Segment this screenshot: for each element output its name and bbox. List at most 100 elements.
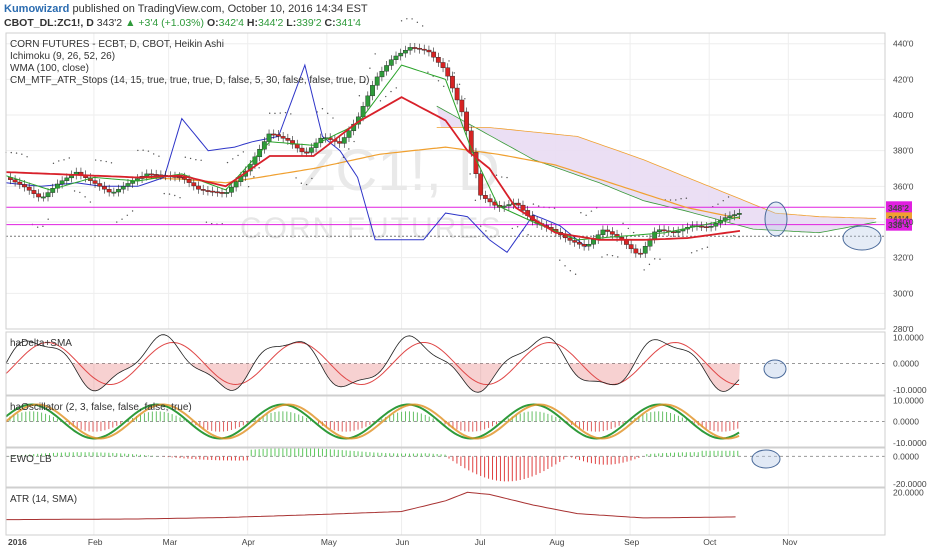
atr-line	[6, 491, 736, 521]
atr-stop-dot	[669, 199, 672, 201]
atr-stop-dot	[443, 85, 445, 88]
atr-stop-dot	[611, 254, 614, 257]
atr-stop-dot	[675, 199, 677, 201]
candle	[285, 138, 291, 141]
atr-stop-dot	[89, 201, 92, 203]
atr-stop-dot	[648, 263, 651, 266]
candle	[468, 130, 474, 153]
candle	[515, 202, 521, 206]
candle	[130, 180, 136, 184]
candle	[379, 70, 385, 78]
candle	[421, 48, 427, 51]
candle	[102, 186, 107, 190]
candle	[214, 191, 220, 194]
atr-stop-dot	[47, 218, 49, 220]
atr-stop-dot	[727, 196, 730, 198]
atr-stop-dot	[485, 230, 487, 232]
atr-stop-dot	[448, 60, 450, 62]
pane-title-osc: haOscillator (2, 3, false, false, false,…	[10, 402, 192, 413]
atr-stop-dot	[717, 203, 719, 205]
candle	[64, 177, 70, 181]
open-value: 342'4	[218, 17, 244, 29]
candle	[732, 214, 738, 217]
candle	[31, 190, 37, 194]
ewo-pane[interactable]	[6, 448, 885, 482]
x-tick-label: Mar	[163, 537, 178, 547]
candle	[177, 176, 183, 179]
candle	[229, 186, 234, 193]
candle	[233, 181, 239, 188]
atr-stop-dot	[348, 148, 350, 150]
candle	[276, 134, 281, 137]
candle	[727, 215, 733, 218]
atr-stop-dot	[706, 246, 709, 248]
atr-stop-dot	[532, 203, 535, 205]
indicator-label: Ichimoku (9, 26, 52, 26)	[10, 51, 115, 62]
candle	[144, 173, 150, 177]
candle	[577, 242, 582, 245]
candle	[656, 229, 662, 233]
x-tick-label: Feb	[88, 537, 103, 547]
watermark: ZC1!, D CORN FUTURES	[240, 138, 500, 245]
candle	[624, 240, 629, 245]
candle	[713, 223, 719, 227]
atr-stop-dot	[321, 108, 324, 110]
high-value: 344'2	[258, 17, 284, 29]
atr-stop-dot	[416, 21, 419, 24]
x-tick-label: Nov	[782, 537, 798, 547]
candle	[59, 180, 65, 185]
price-label: 348'2	[888, 203, 909, 213]
haoscillator-pane[interactable]	[5, 403, 885, 440]
atr-stop-dot	[627, 227, 630, 230]
candle	[280, 136, 286, 139]
axes: 280'0 300'0 320'0 340'0 360'0 380'0 400'0 420'0…	[8, 39, 927, 547]
atr-stop-dot	[163, 192, 165, 195]
atr-stop-dot	[52, 162, 55, 165]
quote-line: CBOT_DL:ZC1!, D 343'2 ▲ +3'4 (+1.03%) O:…	[4, 16, 361, 30]
atr-stop-dot	[622, 222, 624, 225]
atr-stop-dot	[501, 176, 503, 178]
atr-pane[interactable]	[6, 491, 736, 521]
candle	[384, 65, 390, 72]
atr-stop-dot	[232, 158, 234, 160]
atr-stop-dot	[42, 225, 44, 228]
pane-title-atr: ATR (14, SMA)	[10, 494, 77, 505]
candle	[92, 180, 98, 184]
candle	[200, 189, 206, 191]
hadelta-pane[interactable]	[5, 334, 885, 393]
candle	[586, 244, 592, 247]
candle	[426, 49, 432, 53]
candle	[341, 137, 347, 144]
atr-stop-dot	[10, 151, 12, 154]
atr-stop-dot	[696, 250, 698, 252]
y-tick-label: 320'0	[893, 253, 914, 263]
publisher-name[interactable]: Kumowizard	[4, 3, 70, 15]
close-label: C:	[324, 17, 336, 29]
delta-line	[5, 334, 740, 393]
candle	[478, 173, 484, 196]
candle	[600, 229, 606, 235]
candle	[633, 248, 639, 254]
atr-stop-dot	[68, 157, 70, 159]
candle	[506, 204, 512, 207]
y-tick-label: 0.0000	[893, 451, 919, 461]
price-pane[interactable]: 348'2 341'4 338'4	[5, 18, 912, 275]
atr-stop-dot	[659, 258, 661, 260]
span-b-line	[436, 127, 877, 219]
atr-stop-dot	[36, 226, 39, 228]
y-tick-label: 280'0	[893, 324, 914, 334]
candle	[520, 204, 526, 211]
atr-stop-dot	[58, 160, 60, 162]
atr-stop-dot	[374, 53, 376, 55]
candle	[191, 182, 197, 187]
candle	[708, 226, 714, 228]
y-tick-label: -10.0000	[893, 385, 927, 395]
candle	[614, 234, 620, 238]
atr-stop-dot	[527, 234, 529, 236]
x-tick-label: Apr	[242, 537, 255, 547]
atr-stop-dot	[469, 173, 471, 175]
candle	[501, 205, 507, 208]
open-label: O:	[206, 17, 219, 29]
candle	[581, 244, 587, 247]
